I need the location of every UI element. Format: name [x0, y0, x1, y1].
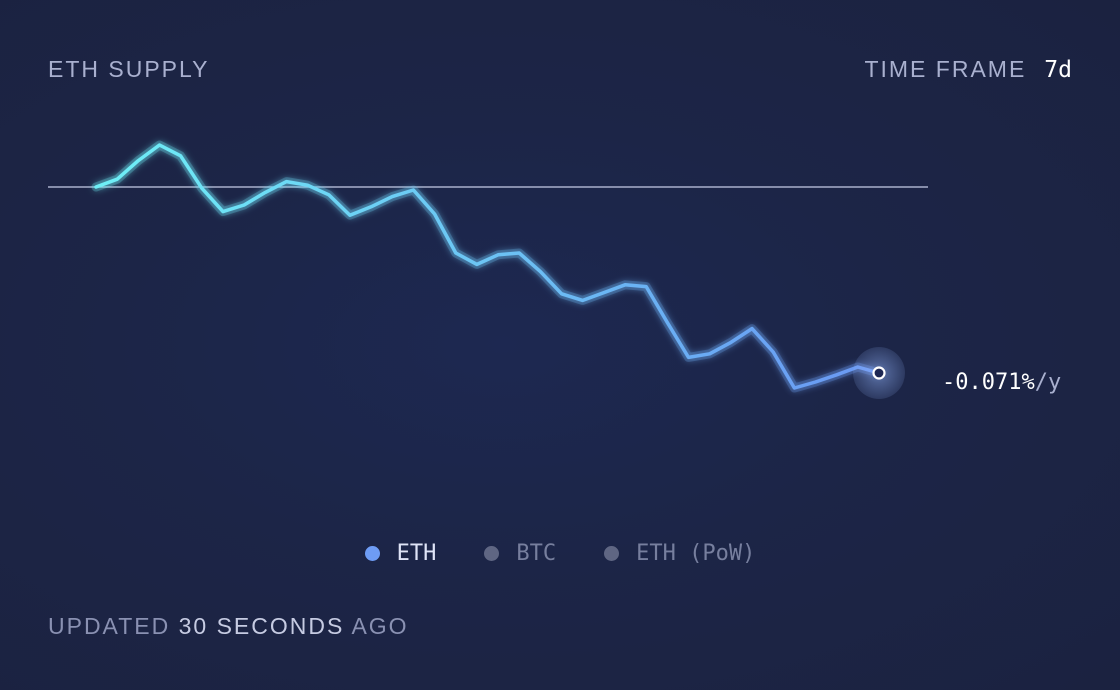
legend-label-eth-pow: ETH (PoW) [636, 541, 756, 566]
legend: ETH BTC ETH (PoW) [0, 541, 1120, 566]
legend-item-eth-pow[interactable]: ETH (PoW) [604, 541, 755, 566]
endpoint-marker[interactable] [872, 366, 886, 380]
eth-series-glow [91, 140, 884, 393]
last-updated: UPDATED 30 SECONDS AGO [48, 613, 409, 640]
updated-amount: 30 [178, 613, 209, 639]
updated-prefix: UPDATED [48, 613, 171, 639]
legend-item-btc[interactable]: BTC [484, 541, 556, 566]
rate-value: -0.071% [942, 370, 1035, 395]
updated-suffix: AGO [351, 613, 409, 639]
eth-dot-icon [364, 546, 380, 561]
timeframe-value[interactable]: 7d [1044, 57, 1072, 83]
updated-unit: SECONDS [216, 613, 345, 639]
eth-series-line [94, 143, 881, 390]
current-rate: -0.071%/y [942, 370, 1061, 395]
btc-dot-icon [484, 546, 500, 561]
legend-item-eth[interactable]: ETH [364, 541, 437, 566]
legend-label-eth: ETH [396, 541, 437, 566]
chart-title: ETH SUPPLY [48, 56, 210, 82]
timeframe-label: TIME FRAME [864, 56, 1027, 82]
eth-pow-dot-icon [604, 546, 620, 561]
timeframe-selector[interactable]: TIME FRAME 7d [864, 56, 1072, 83]
legend-label-btc: BTC [516, 541, 557, 566]
rate-unit: /y [1034, 370, 1062, 395]
